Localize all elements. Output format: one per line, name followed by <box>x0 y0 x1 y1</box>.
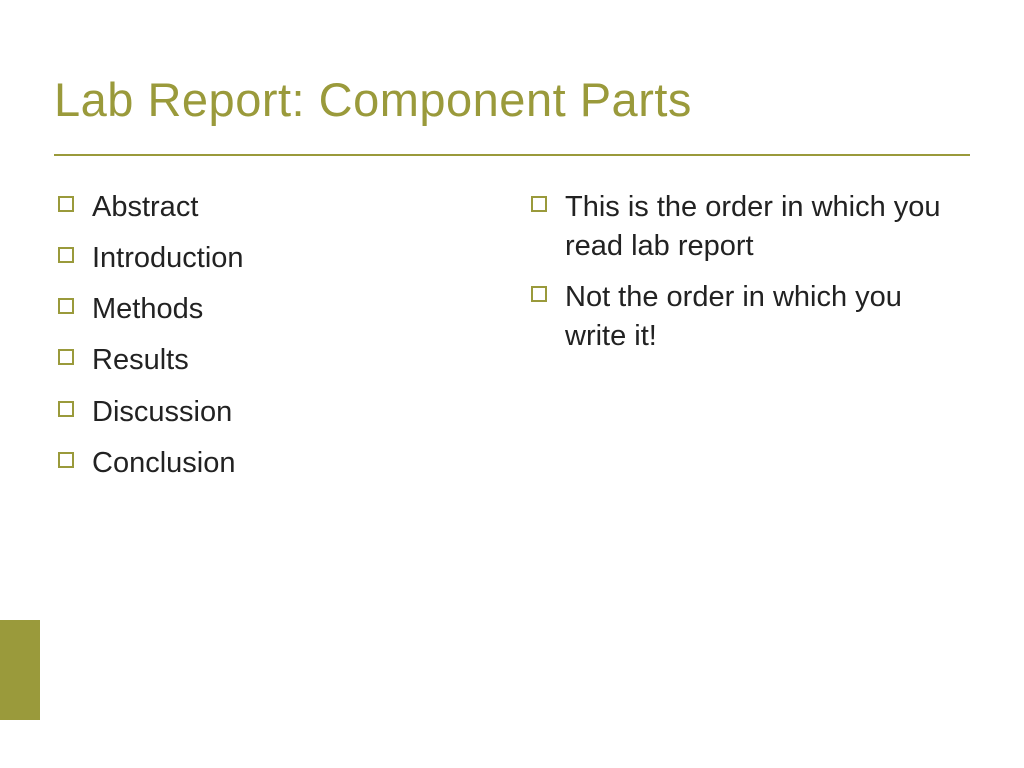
list-item: This is the order in which you read lab … <box>527 188 970 266</box>
bullet-text: This is the order in which you read lab … <box>565 188 970 266</box>
bullet-square-icon <box>58 196 74 212</box>
bullet-square-icon <box>58 349 74 365</box>
list-item: Not the order in which you write it! <box>527 278 970 356</box>
right-column: This is the order in which you read lab … <box>527 188 970 495</box>
list-item: Abstract <box>54 188 497 227</box>
bullet-text: Discussion <box>92 393 232 432</box>
bullet-square-icon <box>58 452 74 468</box>
slide: Lab Report: Component Parts Abstract Intr… <box>0 0 1024 768</box>
bullet-text: Results <box>92 341 189 380</box>
bullet-text: Conclusion <box>92 444 235 483</box>
slide-title: Lab Report: Component Parts <box>54 72 692 127</box>
list-item: Methods <box>54 290 497 329</box>
bullet-square-icon <box>531 196 547 212</box>
bullet-text: Introduction <box>92 239 244 278</box>
bullet-square-icon <box>58 298 74 314</box>
bullet-square-icon <box>531 286 547 302</box>
bullet-text: Abstract <box>92 188 198 227</box>
bullet-square-icon <box>58 401 74 417</box>
bullet-text: Methods <box>92 290 203 329</box>
content-columns: Abstract Introduction Methods Results Discus… <box>54 188 970 495</box>
footer-accent-bar <box>0 620 40 720</box>
bullet-square-icon <box>58 247 74 263</box>
left-column: Abstract Introduction Methods Results Discus… <box>54 188 497 495</box>
title-underline <box>54 154 970 156</box>
list-item: Results <box>54 341 497 380</box>
bullet-text: Not the order in which you write it! <box>565 278 970 356</box>
list-item: Conclusion <box>54 444 497 483</box>
list-item: Introduction <box>54 239 497 278</box>
list-item: Discussion <box>54 393 497 432</box>
